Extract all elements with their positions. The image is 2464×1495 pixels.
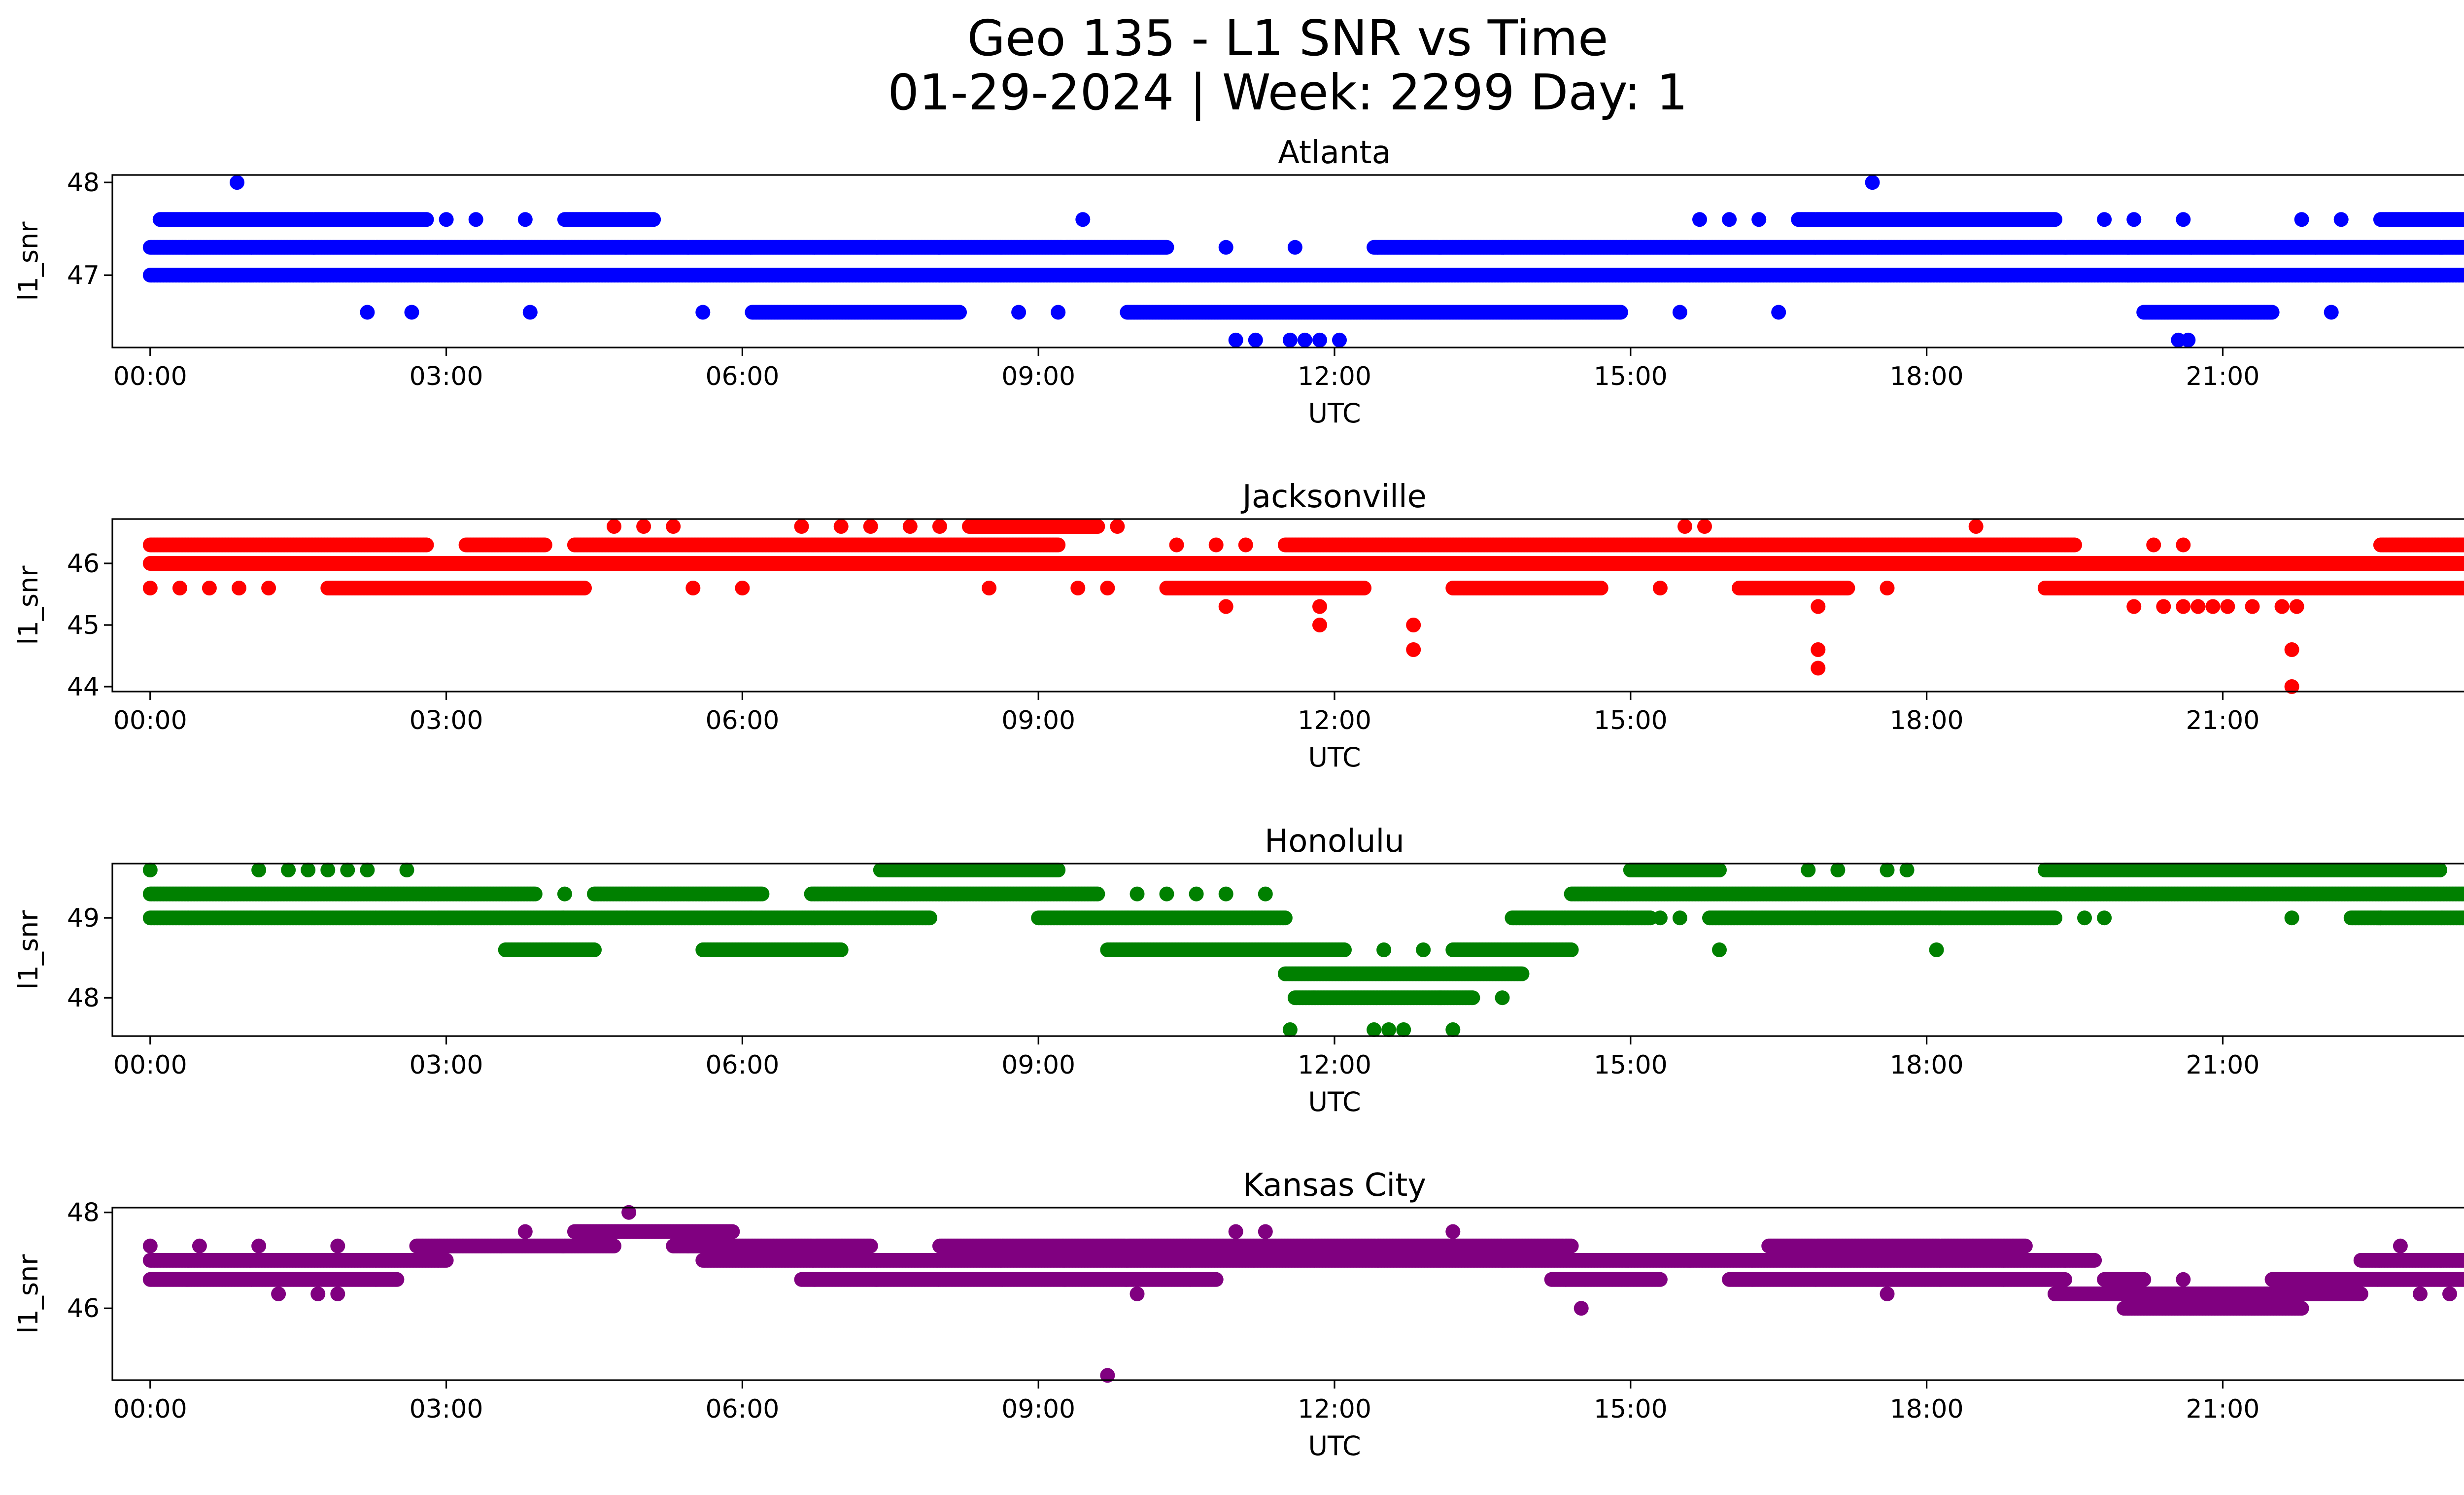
data-point <box>1297 332 1312 348</box>
data-point <box>1692 212 1707 227</box>
data-point <box>522 305 538 320</box>
x-tick-label: 15:00 <box>1594 362 1668 391</box>
data-point <box>1771 305 1786 320</box>
data-point <box>1672 305 1687 320</box>
data-point <box>952 305 967 320</box>
data-point <box>517 212 533 227</box>
data-point <box>2264 305 2280 320</box>
x-tick-label: 12:00 <box>1298 362 1371 391</box>
data-point <box>1282 332 1298 348</box>
figure-title-line-2: 01-29-2024 | Week: 2299 Day: 1 <box>888 64 1687 121</box>
data-point <box>1865 175 1880 190</box>
jacksonville-subplot: Jacksonville 00:00 03:00 06:00 09:00 12:00 15… <box>13 479 2464 773</box>
data-point <box>2048 212 2062 227</box>
data-point <box>1228 332 1243 348</box>
data-point <box>2324 305 2339 320</box>
data-point <box>419 212 434 227</box>
axes-frame <box>111 174 2464 348</box>
data-point <box>2097 212 2112 227</box>
data-point <box>439 212 454 227</box>
data-point <box>1075 212 1091 227</box>
data-point <box>404 305 419 320</box>
data-point <box>2294 212 2309 227</box>
x-tick-label: 09:00 <box>1001 362 1075 391</box>
scatter-points <box>142 175 2464 348</box>
data-point <box>1722 212 1737 227</box>
data-point <box>1751 212 1767 227</box>
data-point <box>2176 212 2191 227</box>
x-tick-label: 03:00 <box>410 362 483 391</box>
data-point <box>2181 332 2196 348</box>
figure-title-line-1: Geo 135 - L1 SNR vs Time <box>967 9 1608 67</box>
data-point <box>1312 332 1327 348</box>
x-tick-label: 06:00 <box>705 362 779 391</box>
x-tick-label: 18:00 <box>1890 362 1964 391</box>
data-point <box>1218 240 1233 255</box>
data-point <box>1332 332 1347 348</box>
atlanta-subplot: Atlanta 00:00 03:00 06:00 09:00 12:00 15:00 18… <box>13 135 2464 429</box>
data-point <box>230 175 244 190</box>
y-axis-label: l1_snr <box>13 221 44 301</box>
x-tick-label: 00:00 <box>113 362 187 391</box>
data-point <box>2126 212 2142 227</box>
subplot-title: Jacksonville <box>1240 479 1427 515</box>
data-point <box>1287 240 1302 255</box>
data-point <box>1011 305 1027 320</box>
data-point <box>1051 305 1066 320</box>
data-point <box>1613 305 1628 320</box>
data-point <box>2333 212 2349 227</box>
data-point <box>695 305 711 320</box>
data-point <box>360 305 375 320</box>
data-point <box>1159 240 1174 255</box>
data-point <box>468 212 483 227</box>
y-tick-label: 47 <box>67 261 100 290</box>
scatter-points <box>142 519 2464 694</box>
x-axis-label: UTC <box>1308 398 1361 429</box>
subplot-title: Atlanta <box>1278 135 1391 171</box>
data-point <box>1248 332 1263 348</box>
data-point <box>646 212 661 227</box>
y-tick-label: 48 <box>67 168 100 198</box>
x-tick-label: 21:00 <box>2186 362 2259 391</box>
